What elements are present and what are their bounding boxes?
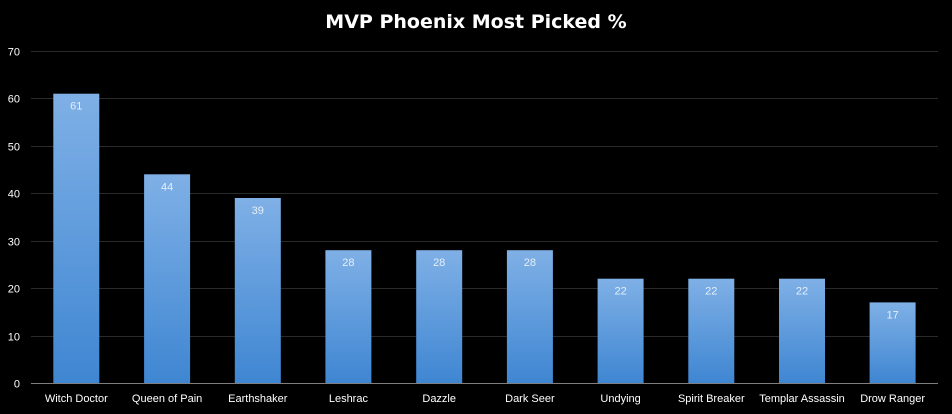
- y-tick-label: 0: [14, 379, 20, 391]
- x-axis-category-labels: Witch Doctor Queen of Pain Earthshaker Lesh…: [45, 393, 926, 405]
- y-tick-label: 50: [8, 142, 20, 154]
- data-label: 22: [796, 286, 808, 298]
- bar: [144, 174, 191, 383]
- data-label: 28: [342, 257, 354, 269]
- bar: [416, 250, 463, 383]
- y-tick-label: 10: [8, 332, 20, 344]
- bar: [234, 198, 281, 383]
- bar: [325, 250, 372, 383]
- x-category-label: Leshrac: [329, 393, 369, 405]
- chart-title: MVP Phoenix Most Picked %: [325, 11, 626, 33]
- x-category-label: Queen of Pain: [132, 393, 202, 405]
- data-label: 22: [705, 286, 717, 298]
- x-category-label: Drow Ranger: [860, 393, 925, 405]
- data-label: 22: [614, 286, 626, 298]
- data-label: 61: [70, 101, 82, 113]
- x-category-label: Witch Doctor: [45, 393, 108, 405]
- y-tick-label: 70: [8, 47, 20, 59]
- bar: [869, 302, 916, 383]
- bar: [688, 278, 735, 383]
- x-category-label: Dazzle: [422, 393, 456, 405]
- y-tick-label: 40: [8, 189, 20, 201]
- data-label: 17: [886, 309, 898, 321]
- x-category-label: Earthshaker: [228, 393, 288, 405]
- y-tick-label: 60: [8, 94, 20, 106]
- x-category-label: Dark Seer: [505, 393, 555, 405]
- data-label: 44: [161, 181, 173, 193]
- y-tick-label: 20: [8, 284, 20, 296]
- bar: [779, 278, 825, 383]
- data-label: 28: [433, 257, 445, 269]
- data-label: 28: [524, 257, 536, 269]
- x-category-label: Templar Assassin: [759, 393, 845, 405]
- data-label: 39: [252, 205, 264, 217]
- data-labels: 61 44 39 28 28 28 22 22 22 17: [70, 101, 899, 322]
- x-category-label: Undying: [600, 393, 640, 405]
- bar: [597, 278, 644, 383]
- y-axis-tick-labels: 0 10 20 30 40 50 60 70: [8, 47, 20, 391]
- bars: [53, 93, 916, 383]
- y-tick-label: 30: [8, 237, 20, 249]
- bar: [53, 93, 100, 383]
- bar: [506, 250, 553, 383]
- x-category-label: Spirit Breaker: [678, 393, 745, 405]
